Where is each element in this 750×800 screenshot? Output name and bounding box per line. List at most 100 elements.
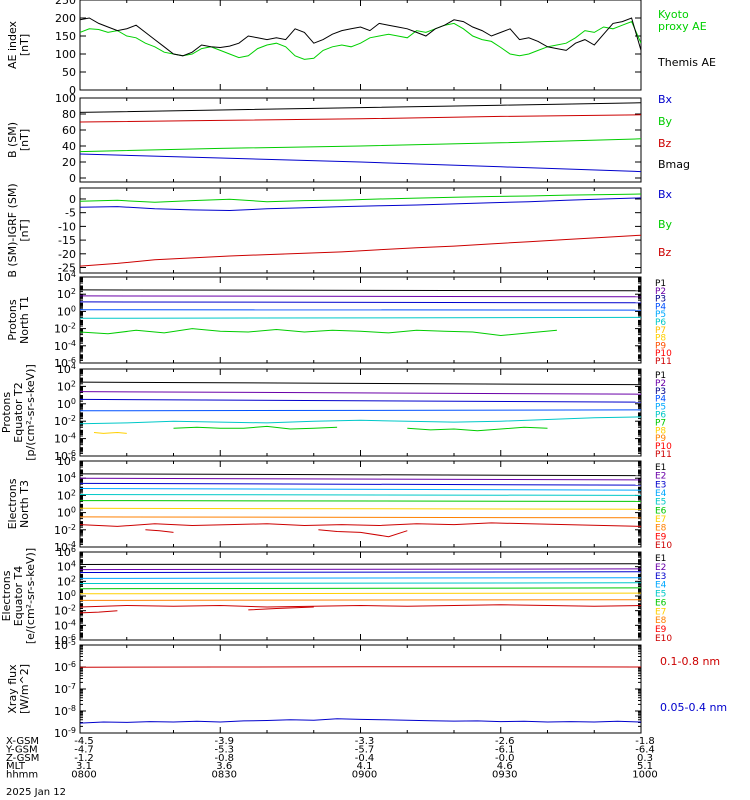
legend-entry: P9 xyxy=(655,341,666,351)
legend-entry: P9 xyxy=(655,434,666,444)
y-tick-label: 50 xyxy=(62,66,76,79)
y-tick-label: 102 xyxy=(57,488,76,502)
series-line-p4 xyxy=(80,409,641,412)
footer-value: -6.4 xyxy=(635,744,655,755)
legend-entry: P11 xyxy=(655,450,672,460)
panel-4: 104 102 100 10-2 10-4 10-6 ProtonsNorth T1 P1P2… xyxy=(6,270,672,370)
y-tick-label: -15 xyxy=(58,234,76,247)
y-tick-label: 80 xyxy=(62,108,76,121)
y-tick-label: 100 xyxy=(57,506,76,520)
footer-value: -4.7 xyxy=(74,744,94,755)
y-tick-label: 20 xyxy=(62,156,76,169)
footer-row-label: Y-GSM xyxy=(5,744,38,755)
footer-value: 0800 xyxy=(71,770,96,781)
legend-entry: P11 xyxy=(655,357,672,367)
y-tick-label: 104 xyxy=(57,270,76,284)
legend-entry: P4 xyxy=(655,302,666,312)
legend-entry: E8 xyxy=(655,524,667,534)
series-line-p1 xyxy=(80,381,641,386)
legend-entry: E10 xyxy=(655,541,672,551)
legend-entry: E5 xyxy=(655,498,666,508)
series-line-e3 xyxy=(80,571,641,573)
series-line-e5 xyxy=(80,494,641,496)
y-tick-label: 106 xyxy=(57,545,76,559)
legend-entry: Bx xyxy=(658,93,673,106)
legend-entry: E9 xyxy=(655,625,667,635)
legend-entry: E9 xyxy=(655,532,667,542)
legend-entry: P10 xyxy=(655,349,672,359)
series-line-p6 xyxy=(173,425,338,430)
panel-1: 250 200 150 100 50 0 AE index[nT] Kyoto proxy AE… xyxy=(6,0,716,97)
footer-value: 4.1 xyxy=(357,761,373,772)
series-line-e1 xyxy=(80,563,641,565)
y-tick-label: 102 xyxy=(57,379,76,393)
series-line-p2 xyxy=(80,295,641,298)
y-tick-label: 10-6 xyxy=(54,633,76,647)
y-tick-label: 10-5 xyxy=(54,638,76,652)
legend-entry: E7 xyxy=(655,515,666,525)
legend-entry: P5 xyxy=(655,310,666,320)
legend-entry: Bmag xyxy=(658,158,690,171)
footer-value: -3.3 xyxy=(355,736,375,747)
series-line-e6 xyxy=(80,587,641,590)
legend-entry: E6 xyxy=(655,598,667,608)
y-axis-label: ElectronsNorth T3 xyxy=(6,478,31,529)
legend-entry: 0.1-0.8 nm xyxy=(660,655,720,668)
series-line-bmag xyxy=(80,102,641,113)
legend-entry: By xyxy=(658,115,673,128)
legend-entry: P7 xyxy=(655,418,666,428)
series-line-e10b xyxy=(318,529,408,538)
y-tick-label: 10-2 xyxy=(54,523,76,537)
legend-entry: E4 xyxy=(655,581,667,591)
legend-entry: E5 xyxy=(655,590,666,600)
series-line-by xyxy=(80,138,641,153)
footer-value: 0.3 xyxy=(637,753,653,764)
series-line-0.05-0.4-nm xyxy=(80,718,641,724)
legend-entry: P2 xyxy=(655,287,666,297)
y-tick-label: 10-6 xyxy=(54,356,76,370)
y-axis-label: Xray flux[W/m^2] xyxy=(6,664,31,714)
y-tick-label: 40 xyxy=(62,140,76,153)
y-tick-label: 10-6 xyxy=(54,449,76,463)
y-axis-label: ElectronsEquator T4[e/(cm²-sr-s-keV)] xyxy=(0,548,37,644)
series-line-p6b xyxy=(407,426,548,432)
y-tick-label: 10-7 xyxy=(54,682,76,696)
legend-entry: E1 xyxy=(655,554,666,564)
series-line-e1 xyxy=(80,473,641,477)
legend-entry: E3 xyxy=(655,572,666,582)
legend-entry: P1 xyxy=(655,371,666,381)
footer-value: -5.3 xyxy=(214,744,234,755)
series-line-e8 xyxy=(80,516,641,519)
series-line-e3 xyxy=(80,482,641,486)
legend-entry: P6 xyxy=(655,318,666,328)
y-tick-label: 10-4 xyxy=(54,432,76,446)
series-line-p3 xyxy=(80,398,641,403)
y-tick-label: 200 xyxy=(55,12,76,25)
legend-entry: By xyxy=(658,218,673,231)
y-tick-label: 10-4 xyxy=(54,339,76,353)
legend-entry: P3 xyxy=(655,295,666,305)
series-line-bz xyxy=(80,114,641,123)
footer-value: -0.8 xyxy=(214,753,234,764)
footer-value: 3.1 xyxy=(76,761,92,772)
y-tick-label: 104 xyxy=(57,362,76,376)
y-tick-label: 10-2 xyxy=(54,322,76,336)
footer-value: -0.0 xyxy=(495,753,515,764)
footer-value: 3.6 xyxy=(216,761,232,772)
y-tick-label: 100 xyxy=(55,92,76,105)
y-tick-label: 10-2 xyxy=(54,414,76,428)
y-tick-label: 106 xyxy=(57,454,76,468)
footer-value: -2.6 xyxy=(495,736,515,747)
series-line-p6 xyxy=(80,328,557,337)
y-tick-label: 104 xyxy=(57,560,76,574)
y-tick-label: -25 xyxy=(58,262,76,275)
footer-value: 0900 xyxy=(352,770,377,781)
series-line-e2 xyxy=(80,568,641,571)
y-tick-label: -5 xyxy=(65,207,76,220)
footer-value: -6.1 xyxy=(495,744,515,755)
legend-entry: E8 xyxy=(655,616,667,626)
series-line-e8 xyxy=(80,599,641,601)
footer-value: 0930 xyxy=(492,770,517,781)
y-tick-label: -10 xyxy=(58,220,76,233)
